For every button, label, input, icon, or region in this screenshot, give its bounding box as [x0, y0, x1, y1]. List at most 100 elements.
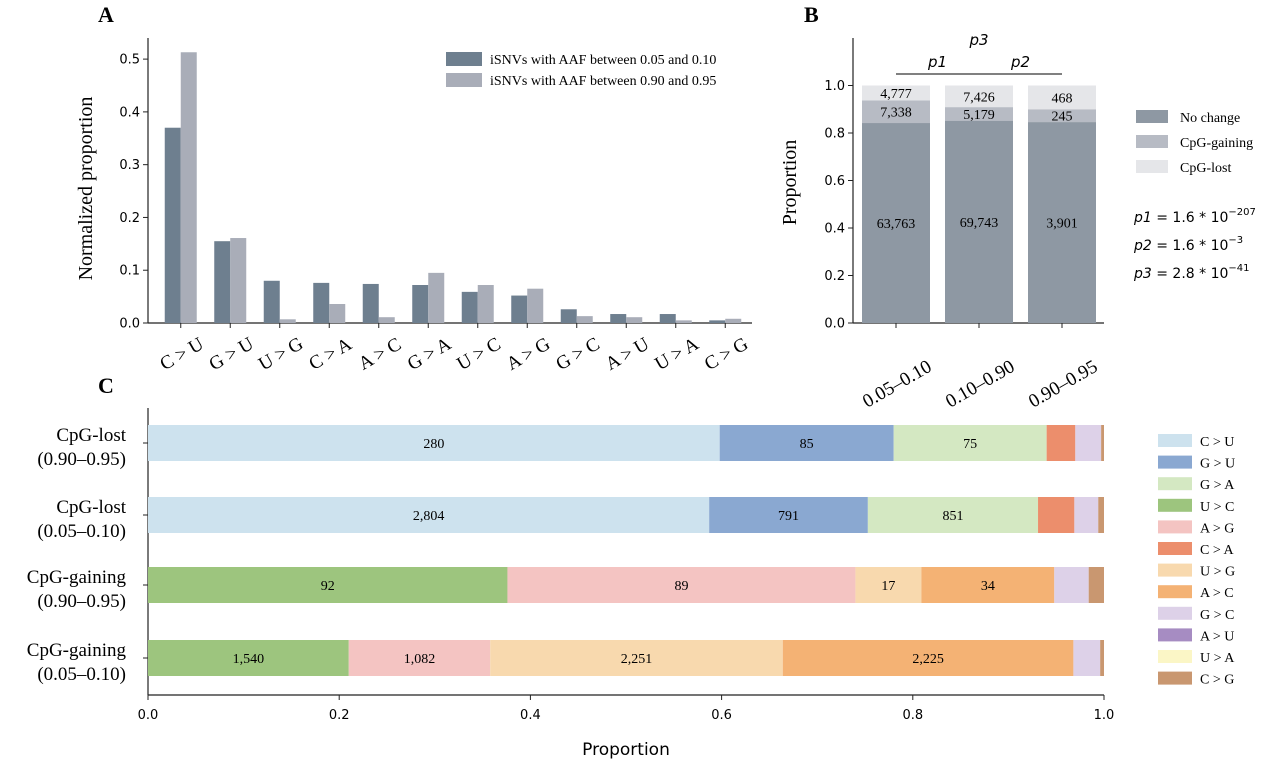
y-tick-label-b: 0.8 [824, 127, 845, 142]
bar-segment-c [867, 497, 1039, 533]
legend-swatch-c [1158, 585, 1192, 599]
row-label-c: (0.90–0.95) [37, 591, 126, 612]
bar-a [461, 291, 478, 323]
x-tick-label-a: U > G [255, 333, 307, 375]
bar-a [560, 309, 577, 323]
legend-swatch-b [1136, 110, 1168, 123]
bar-a [378, 317, 395, 323]
bar-a [626, 317, 643, 323]
bar-segment-c [1074, 497, 1099, 533]
row-label-c: CpG-gaining [27, 567, 127, 588]
bar-a [725, 318, 742, 323]
legend-swatch-b [1136, 135, 1168, 148]
legend-label-b: No change [1180, 111, 1240, 126]
row-label-c: CpG-gaining [27, 640, 127, 661]
y-tick-label-b: 0.0 [824, 317, 845, 332]
data-label-c: 17 [881, 579, 895, 594]
data-label-c: 89 [674, 579, 688, 594]
bar-segment-c [719, 425, 894, 461]
bar-segment-b [862, 100, 930, 124]
legend-swatch-c [1158, 520, 1192, 534]
legend-label-c: A > U [1200, 629, 1234, 644]
data-label-c: 1,082 [404, 652, 436, 667]
y-axis-label-b: Proportion [779, 140, 801, 226]
bracket-label-b: p2 [1010, 53, 1030, 71]
bar-segment-b [945, 85, 1013, 108]
bar-a [214, 241, 231, 323]
x-tick-label-a: G > C [553, 333, 604, 374]
bar-segment-c [1098, 497, 1104, 533]
x-tick-label-a: U > A [652, 333, 703, 375]
p-value-mantissa: = 1.6 * 10 [1152, 238, 1229, 254]
legend-swatch-c [1158, 650, 1192, 663]
bar-a [675, 320, 692, 323]
data-label-b: 4,777 [880, 87, 912, 102]
data-label-b: 63,763 [877, 217, 916, 232]
data-label-b: 7,338 [880, 106, 912, 121]
y-tick-label-b: 0.4 [824, 222, 845, 237]
y-tick-label-a: 0.3 [119, 158, 140, 173]
bar-a [576, 316, 593, 323]
x-tick-label-a: C > G [701, 333, 752, 375]
chart-b: 0.0 0.2 0.4 0.6 0.8 1.0 63,763 7,338 4,777 0.05–0… [779, 31, 1256, 412]
bar-segment-c [1046, 425, 1076, 461]
x-tick-label-c: 0.6 [711, 708, 732, 723]
bar-segment-c [148, 640, 349, 676]
x-tick-label-b: 0.90–0.95 [1025, 356, 1101, 412]
bar-a [477, 285, 494, 323]
bar-segment-b [862, 85, 930, 101]
legend-label-c: G > U [1200, 457, 1235, 472]
x-tick-label-a: U > C [454, 333, 505, 374]
x-tick-label-b: 0.05–0.10 [859, 356, 935, 412]
bar-a [610, 314, 627, 323]
x-tick-label-c: 0.4 [520, 708, 541, 723]
data-label-b: 468 [1052, 91, 1073, 106]
panel-label-b: B [804, 2, 819, 27]
x-tick-label-a: A > G [503, 333, 554, 375]
x-tick-label-c: 0.0 [138, 708, 159, 723]
bar-segment-c [855, 567, 922, 603]
panel-label-a: A [98, 2, 114, 27]
legend-swatch-c [1158, 563, 1192, 577]
bar-segment-c [490, 640, 783, 676]
bracket-label-b: p3 [968, 31, 988, 49]
y-axis-label-a: Normalized proportion [75, 97, 97, 281]
data-label-b: 7,426 [963, 90, 995, 105]
legend-label-b: CpG-lost [1180, 161, 1231, 176]
bar-a [362, 283, 379, 323]
bar-segment-b [862, 123, 930, 324]
chart-c: 0.0 0.2 0.4 0.6 0.8 1.0 280 85 75 CpG-lost (0.90–0… [27, 408, 1235, 760]
bar-segment-c [148, 567, 508, 603]
legend-label-c: C > U [1200, 435, 1234, 450]
y-tick-label-b: 0.6 [824, 174, 845, 189]
data-label-b: 245 [1052, 110, 1073, 125]
data-label-c: 34 [981, 579, 995, 594]
x-tick-label-b: 0.10–0.90 [942, 356, 1018, 412]
legend-swatch-c [1158, 671, 1192, 685]
legend-swatch-a [446, 52, 482, 66]
y-tick-label-a: 0.2 [119, 211, 140, 226]
data-label-b: 3,901 [1046, 217, 1078, 232]
y-tick-label-a: 0.1 [119, 264, 140, 279]
data-label-c: 1,540 [233, 652, 265, 667]
legend-swatch-a [446, 73, 482, 87]
bar-a [230, 238, 247, 323]
legend-swatch-c [1158, 606, 1192, 620]
bar-a [709, 320, 726, 323]
bar-a [511, 295, 528, 323]
legend-label-c: A > C [1200, 586, 1234, 601]
bar-segment-c [1073, 640, 1101, 676]
bar-a [428, 272, 445, 323]
bar-segment-b [1028, 122, 1096, 323]
data-label-c: 280 [423, 437, 444, 452]
x-tick-label-a: A > U [602, 333, 653, 375]
bar-segment-c [507, 567, 856, 603]
legend-label-a: iSNVs with AAF between 0.05 and 0.10 [490, 53, 716, 68]
x-tick-label-a: C > U [157, 333, 208, 375]
legend-swatch-c [1158, 455, 1192, 469]
bar-segment-c [148, 425, 720, 461]
legend-swatch-c [1158, 628, 1192, 642]
bar-segment-b [1028, 85, 1096, 110]
